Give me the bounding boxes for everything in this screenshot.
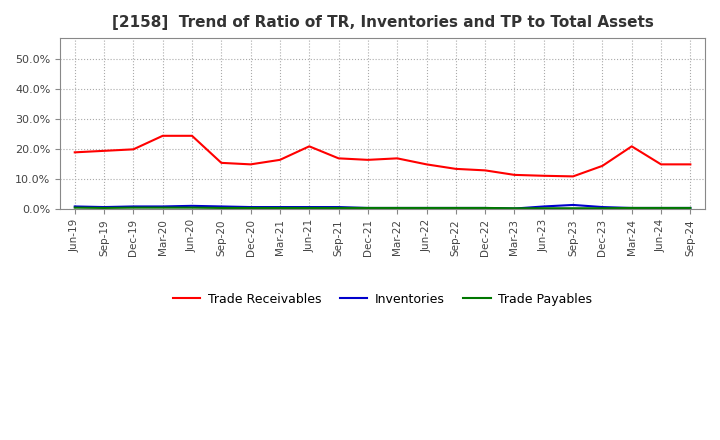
Trade Payables (598, 205, 607, 211)
Trade Payables (217, 205, 225, 211)
Trade Payables (188, 205, 197, 210)
Trade Receivables (481, 168, 490, 173)
Trade Payables (100, 205, 109, 211)
Inventories (569, 202, 577, 208)
Trade Payables (422, 205, 431, 211)
Inventories (305, 205, 314, 210)
Trade Receivables (364, 157, 372, 162)
Trade Payables (129, 205, 138, 210)
Inventories (71, 204, 79, 209)
Trade Receivables (569, 174, 577, 179)
Inventories (422, 205, 431, 211)
Inventories (246, 205, 255, 210)
Trade Payables (364, 205, 372, 211)
Trade Receivables (188, 133, 197, 139)
Inventories (276, 205, 284, 210)
Inventories (158, 204, 167, 209)
Trade Receivables (334, 156, 343, 161)
Trade Payables (481, 205, 490, 211)
Trade Receivables (510, 172, 519, 177)
Trade Receivables (246, 162, 255, 167)
Line: Inventories: Inventories (75, 205, 690, 209)
Trade Receivables (657, 162, 665, 167)
Trade Payables (569, 205, 577, 211)
Trade Payables (393, 205, 402, 211)
Title: [2158]  Trend of Ratio of TR, Inventories and TP to Total Assets: [2158] Trend of Ratio of TR, Inventories… (112, 15, 654, 30)
Trade Receivables (276, 157, 284, 162)
Trade Receivables (451, 166, 460, 172)
Inventories (217, 204, 225, 209)
Trade Receivables (393, 156, 402, 161)
Trade Receivables (598, 163, 607, 169)
Inventories (627, 205, 636, 211)
Trade Payables (246, 205, 255, 211)
Trade Receivables (217, 160, 225, 165)
Inventories (393, 205, 402, 211)
Trade Receivables (129, 147, 138, 152)
Trade Payables (510, 205, 519, 211)
Trade Receivables (422, 162, 431, 167)
Trade Payables (451, 205, 460, 211)
Trade Payables (276, 205, 284, 211)
Trade Payables (158, 205, 167, 210)
Trade Receivables (100, 148, 109, 154)
Inventories (539, 204, 548, 209)
Trade Receivables (305, 144, 314, 149)
Trade Payables (334, 205, 343, 211)
Inventories (598, 205, 607, 210)
Trade Payables (657, 205, 665, 211)
Inventories (100, 205, 109, 210)
Inventories (364, 205, 372, 211)
Trade Receivables (627, 144, 636, 149)
Inventories (686, 205, 695, 211)
Inventories (481, 205, 490, 211)
Trade Receivables (71, 150, 79, 155)
Legend: Trade Receivables, Inventories, Trade Payables: Trade Receivables, Inventories, Trade Pa… (168, 288, 598, 311)
Trade Payables (686, 205, 695, 211)
Inventories (188, 203, 197, 209)
Trade Payables (627, 205, 636, 211)
Line: Trade Receivables: Trade Receivables (75, 136, 690, 176)
Inventories (451, 205, 460, 211)
Trade Payables (539, 205, 548, 211)
Inventories (334, 205, 343, 210)
Inventories (657, 205, 665, 211)
Trade Receivables (686, 162, 695, 167)
Trade Receivables (158, 133, 167, 139)
Trade Payables (305, 205, 314, 211)
Trade Receivables (539, 173, 548, 179)
Inventories (129, 204, 138, 209)
Trade Payables (71, 205, 79, 210)
Inventories (510, 206, 519, 211)
